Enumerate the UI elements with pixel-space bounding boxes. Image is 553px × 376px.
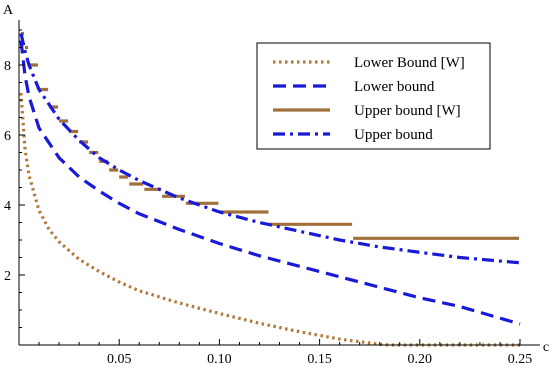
legend-label-2: Lower bound [354,79,435,95]
legend-entries: Lower Bound [W] Lower bound Upper bound [W… [273,55,465,143]
y-ticks: 2 4 6 8 [4,29,25,328]
series-line-4 [19,33,521,265]
plot-lines [19,31,521,347]
y-tick-label: 6 [4,129,11,144]
x-tick-label: 0.15 [307,352,332,367]
x-axis-label: c [543,340,549,355]
legend-label-4: Upper bound [354,127,433,143]
x-tick-label: 0.05 [107,352,132,367]
x-ticks: 0.05 0.10 0.15 0.20 0.25 [38,339,533,367]
x-tick-label: 0.25 [508,352,533,367]
y-axis-label: A [3,3,14,18]
legend-label-3: Upper bound [W] [354,103,461,119]
x-tick-label: 0.20 [408,352,433,367]
axes: 0.05 0.10 0.15 0.20 0.25 2 4 6 8 c A [3,3,549,367]
y-tick-label: 2 [4,269,11,284]
x-tick-label: 0.10 [207,352,232,367]
series-line-2 [19,40,521,326]
y-tick-label: 8 [4,59,11,74]
series-line-1 [19,92,520,347]
legend-label-1: Lower Bound [W] [354,55,465,71]
legend: Lower Bound [W] Lower bound Upper bound [W… [256,42,491,150]
y-tick-label: 4 [4,199,11,214]
legend-box [256,42,491,150]
